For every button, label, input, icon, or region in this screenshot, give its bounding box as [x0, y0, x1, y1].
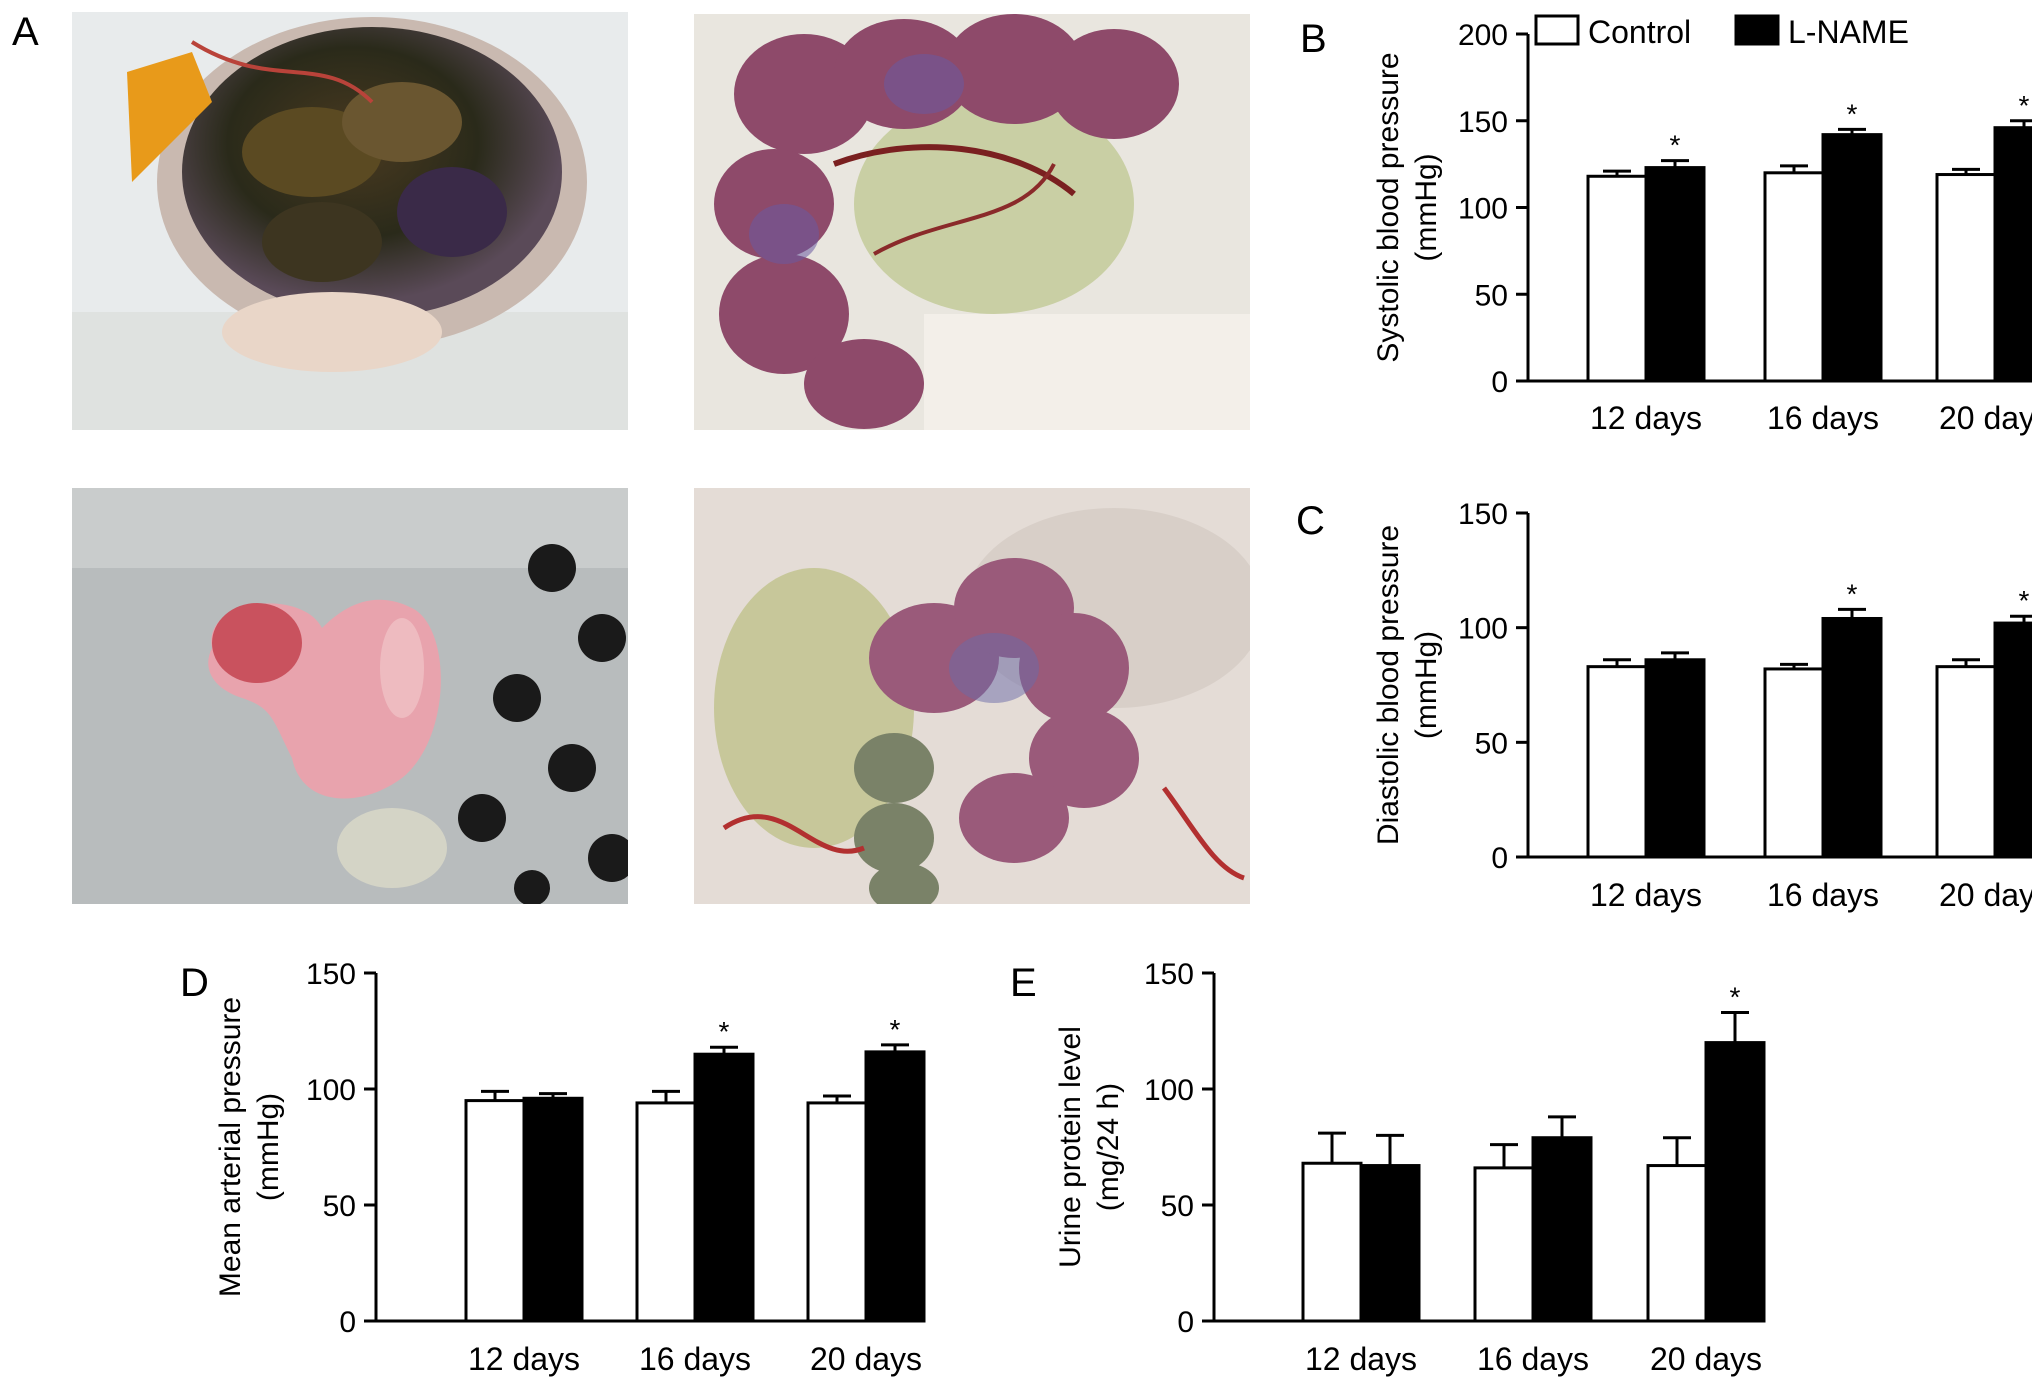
- bar-lname: [1821, 133, 1883, 383]
- y-tick-label: 0: [1177, 1306, 1194, 1339]
- significance-marker: *: [719, 1016, 730, 1047]
- chart-systolic: 0 50 100 150 200 Systolic blood pressure (mmHg…: [1372, 19, 2032, 436]
- photo-abdomen-opened: [72, 12, 628, 430]
- bar-control: [806, 1101, 868, 1323]
- y-axis-label: Systolic blood pressure: [1372, 52, 1405, 362]
- y-tick-label: 150: [306, 958, 356, 991]
- panel-label-d: D: [180, 961, 209, 1005]
- y-tick-label: 200: [1458, 19, 1508, 52]
- y-tick-label: 50: [323, 1190, 356, 1223]
- bar-control: [1586, 174, 1648, 383]
- legend-swatch-lname: [1734, 14, 1780, 46]
- bar-control: [1646, 1164, 1708, 1323]
- y-tick-label: 50: [1475, 727, 1508, 760]
- bar-control: [1935, 173, 1997, 383]
- bar-lname: [1704, 1041, 1766, 1323]
- panel-label-a: A: [12, 10, 39, 54]
- bar-lname: [1993, 126, 2032, 383]
- y-axis-label: (mmHg): [1410, 631, 1443, 739]
- bar-lname: [1644, 658, 1706, 859]
- legend-label-lname: L-NAME: [1788, 14, 1909, 50]
- y-tick-label: 100: [1458, 193, 1508, 226]
- x-tick-label: 16 days: [1767, 400, 1879, 436]
- bar-control: [1473, 1166, 1535, 1323]
- y-tick-label: 0: [339, 1306, 356, 1339]
- bar-control: [1763, 171, 1825, 383]
- significance-marker: *: [1670, 130, 1681, 161]
- bar-control: [1586, 665, 1648, 859]
- bar-lname: [1531, 1136, 1593, 1323]
- x-tick-label: 20 days: [1939, 877, 2032, 913]
- legend-label-control: Control: [1588, 14, 1691, 50]
- bar-control: [1763, 667, 1825, 859]
- x-tick-label: 12 days: [1590, 877, 1702, 913]
- bar-control: [1301, 1161, 1363, 1323]
- y-tick-label: 150: [1144, 958, 1194, 991]
- chart-diastolic: 0 50 100 150 Diastolic blood pressure (mmHg) 1…: [1372, 498, 2032, 913]
- x-tick-label: 16 days: [1767, 877, 1879, 913]
- x-tick-label: 20 days: [1939, 400, 2032, 436]
- y-tick-label: 150: [1458, 498, 1508, 531]
- significance-marker: *: [2019, 90, 2030, 121]
- bar-lname: [693, 1052, 755, 1323]
- bar-lname: [522, 1096, 584, 1323]
- x-tick-label: 12 days: [1305, 1341, 1417, 1377]
- y-tick-label: 0: [1491, 842, 1508, 875]
- photo-placenta-dish: [72, 488, 628, 904]
- chart-mean-arterial: 0 50 100 150 Mean arterial pressure (mmHg) 12 …: [214, 958, 926, 1377]
- y-tick-label: 50: [1161, 1190, 1194, 1223]
- bar-lname: [1821, 616, 1883, 859]
- x-tick-label: 16 days: [1477, 1341, 1589, 1377]
- photo-uterus-fetuses-2: [694, 488, 1250, 904]
- bar-lname: [1359, 1164, 1421, 1323]
- significance-marker: *: [890, 1014, 901, 1045]
- legend-swatch-control: [1534, 14, 1580, 46]
- significance-marker: *: [2019, 585, 2030, 616]
- x-tick-label: 20 days: [1650, 1341, 1762, 1377]
- chart-urine-protein: 0 50 100 150 Urine protein level (mg/24 h) 12 …: [1054, 958, 1766, 1377]
- y-tick-label: 100: [1144, 1074, 1194, 1107]
- significance-marker: *: [1847, 578, 1858, 609]
- bar-lname: [1644, 166, 1706, 383]
- y-tick-label: 50: [1475, 279, 1508, 312]
- y-tick-label: 0: [1491, 366, 1508, 399]
- panel-label-c: C: [1296, 499, 1325, 543]
- significance-marker: *: [1847, 98, 1858, 129]
- y-tick-label: 150: [1458, 106, 1508, 139]
- y-axis-label: Mean arterial pressure: [214, 997, 247, 1297]
- bar-lname: [1993, 621, 2032, 859]
- x-tick-label: 20 days: [810, 1341, 922, 1377]
- x-tick-label: 12 days: [468, 1341, 580, 1377]
- y-axis-label: (mmHg): [252, 1093, 285, 1201]
- panel-label-e: E: [1010, 961, 1037, 1005]
- panel-label-b: B: [1300, 17, 1327, 61]
- y-tick-label: 100: [1458, 613, 1508, 646]
- bar-control: [464, 1099, 526, 1323]
- bar-control: [635, 1101, 697, 1323]
- y-axis-label: (mg/24 h): [1092, 1083, 1125, 1211]
- significance-marker: *: [1730, 981, 1741, 1012]
- y-axis-label: Urine protein level: [1054, 1026, 1087, 1268]
- x-tick-label: 16 days: [639, 1341, 751, 1377]
- y-axis-label: Diastolic blood pressure: [1372, 525, 1405, 845]
- y-tick-label: 100: [306, 1074, 356, 1107]
- bar-lname: [864, 1050, 926, 1323]
- x-tick-label: 12 days: [1590, 400, 1702, 436]
- bar-control: [1935, 665, 1997, 859]
- photo-uterus-fetuses-1: [694, 14, 1250, 430]
- y-axis-label: (mmHg): [1410, 153, 1443, 261]
